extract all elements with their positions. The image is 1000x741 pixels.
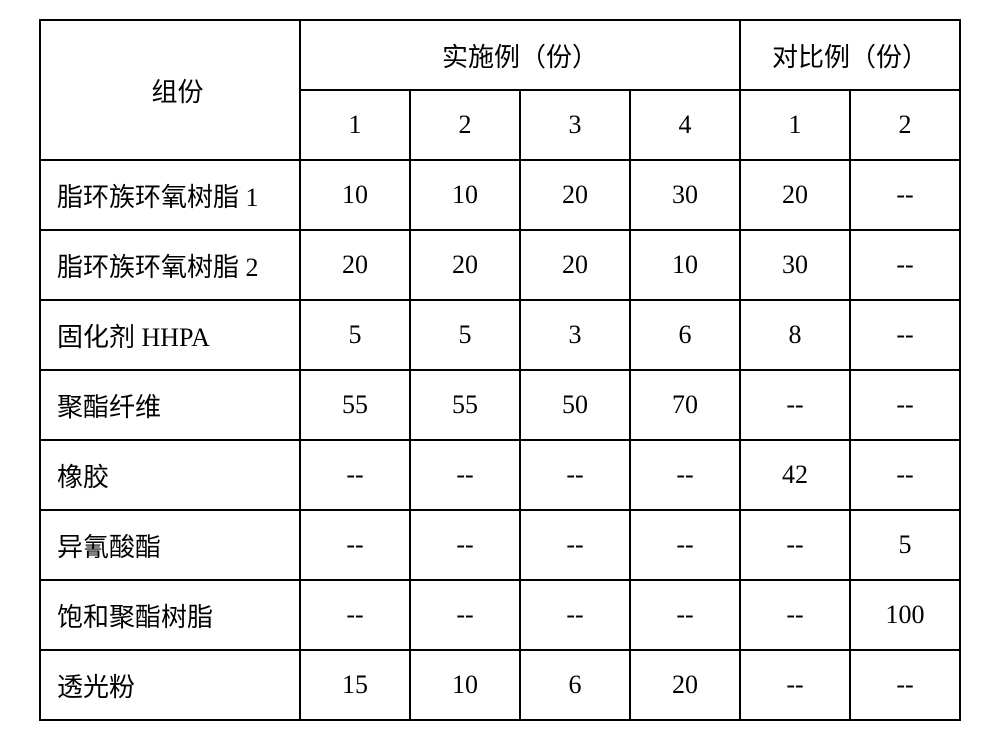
table-row: 聚酯纤维 55 55 50 70 -- -- bbox=[40, 370, 960, 440]
cell: -- bbox=[850, 440, 960, 510]
group2-col-2: 2 bbox=[850, 90, 960, 160]
cell: 30 bbox=[630, 160, 740, 230]
cell: -- bbox=[300, 440, 410, 510]
cell: -- bbox=[520, 580, 630, 650]
group2-col-1: 1 bbox=[740, 90, 850, 160]
cell: 20 bbox=[300, 230, 410, 300]
cell: 20 bbox=[740, 160, 850, 230]
table-row: 异氰酸酯 -- -- -- -- -- 5 bbox=[40, 510, 960, 580]
cell: -- bbox=[300, 510, 410, 580]
cell: -- bbox=[630, 440, 740, 510]
cell: 5 bbox=[850, 510, 960, 580]
cell: 10 bbox=[630, 230, 740, 300]
table-body: 脂环族环氧树脂 1 10 10 20 30 20 -- 脂环族环氧树脂 2 20… bbox=[40, 160, 960, 720]
cell: 55 bbox=[410, 370, 520, 440]
cell: 20 bbox=[630, 650, 740, 720]
cell: 20 bbox=[520, 230, 630, 300]
cell: -- bbox=[740, 370, 850, 440]
table-row: 饱和聚酯树脂 -- -- -- -- -- 100 bbox=[40, 580, 960, 650]
cell: 6 bbox=[630, 300, 740, 370]
cell: -- bbox=[520, 440, 630, 510]
table-head: 组份 实施例（份） 对比例（份） 1 2 3 4 1 2 bbox=[40, 20, 960, 160]
cell: -- bbox=[520, 510, 630, 580]
cell: -- bbox=[410, 580, 520, 650]
cell: 6 bbox=[520, 650, 630, 720]
table-row: 脂环族环氧树脂 2 20 20 20 10 30 -- bbox=[40, 230, 960, 300]
cell: -- bbox=[740, 650, 850, 720]
group1-header: 实施例（份） bbox=[300, 20, 740, 90]
row-label: 异氰酸酯 bbox=[40, 510, 300, 580]
cell: 15 bbox=[300, 650, 410, 720]
cell: 5 bbox=[300, 300, 410, 370]
table-container: 组份 实施例（份） 对比例（份） 1 2 3 4 1 2 脂环族环氧树脂 1 1… bbox=[9, 0, 991, 741]
cell: 10 bbox=[410, 650, 520, 720]
group1-col-1: 1 bbox=[300, 90, 410, 160]
cell: 20 bbox=[410, 230, 520, 300]
group2-header: 对比例（份） bbox=[740, 20, 960, 90]
header-row-1: 组份 实施例（份） 对比例（份） bbox=[40, 20, 960, 90]
row-label: 饱和聚酯树脂 bbox=[40, 580, 300, 650]
cell: -- bbox=[850, 160, 960, 230]
composition-table: 组份 实施例（份） 对比例（份） 1 2 3 4 1 2 脂环族环氧树脂 1 1… bbox=[39, 19, 961, 721]
row-label: 橡胶 bbox=[40, 440, 300, 510]
row-label: 脂环族环氧树脂 2 bbox=[40, 230, 300, 300]
cell: 10 bbox=[300, 160, 410, 230]
cell: -- bbox=[850, 370, 960, 440]
row-label: 固化剂 HHPA bbox=[40, 300, 300, 370]
table-row: 脂环族环氧树脂 1 10 10 20 30 20 -- bbox=[40, 160, 960, 230]
cell: 8 bbox=[740, 300, 850, 370]
cell: -- bbox=[410, 440, 520, 510]
table-row: 透光粉 15 10 6 20 -- -- bbox=[40, 650, 960, 720]
row-label: 透光粉 bbox=[40, 650, 300, 720]
cell: 100 bbox=[850, 580, 960, 650]
cell: 3 bbox=[520, 300, 630, 370]
cell: -- bbox=[850, 230, 960, 300]
cell: 55 bbox=[300, 370, 410, 440]
row-label: 脂环族环氧树脂 1 bbox=[40, 160, 300, 230]
table-row: 橡胶 -- -- -- -- 42 -- bbox=[40, 440, 960, 510]
cell: 50 bbox=[520, 370, 630, 440]
table-row: 固化剂 HHPA 5 5 3 6 8 -- bbox=[40, 300, 960, 370]
row-label: 聚酯纤维 bbox=[40, 370, 300, 440]
group1-col-2: 2 bbox=[410, 90, 520, 160]
cell: 42 bbox=[740, 440, 850, 510]
cell: 30 bbox=[740, 230, 850, 300]
cell: -- bbox=[630, 510, 740, 580]
cell: 20 bbox=[520, 160, 630, 230]
cell: 5 bbox=[410, 300, 520, 370]
cell: -- bbox=[630, 580, 740, 650]
group1-col-4: 4 bbox=[630, 90, 740, 160]
cell: 70 bbox=[630, 370, 740, 440]
cell: -- bbox=[740, 580, 850, 650]
cell: -- bbox=[850, 300, 960, 370]
cell: 10 bbox=[410, 160, 520, 230]
group1-col-3: 3 bbox=[520, 90, 630, 160]
cell: -- bbox=[850, 650, 960, 720]
cell: -- bbox=[740, 510, 850, 580]
row-label-header: 组份 bbox=[40, 20, 300, 160]
cell: -- bbox=[410, 510, 520, 580]
cell: -- bbox=[300, 580, 410, 650]
